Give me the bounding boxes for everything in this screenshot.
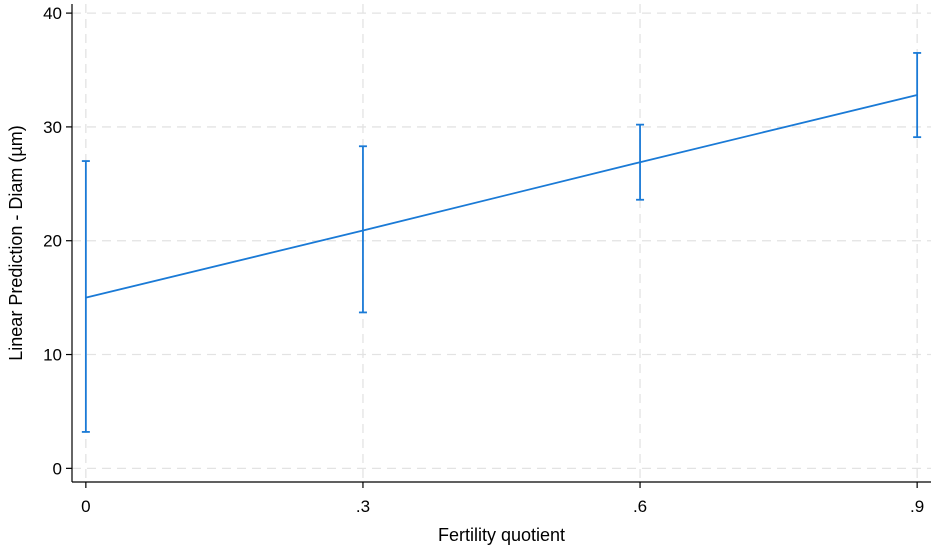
- x-tick-label: .6: [633, 497, 647, 516]
- y-axis-title: Linear Prediction - Diam (µm): [6, 125, 26, 360]
- prediction-line: [85, 94, 918, 299]
- y-tick-label: 40: [43, 4, 62, 23]
- x-tick-label: .9: [910, 497, 924, 516]
- x-tick-label: .3: [356, 497, 370, 516]
- ticks: 0 10 20 30 40 0 .3 .6 .9: [43, 4, 924, 516]
- y-tick-label: 20: [43, 232, 62, 251]
- y-tick-label: 0: [53, 459, 62, 478]
- x-axis-title: Fertility quotient: [438, 525, 565, 545]
- y-tick-label: 10: [43, 346, 62, 365]
- grid-lines: [72, 4, 931, 482]
- x-tick-label: 0: [81, 497, 90, 516]
- series: [81, 52, 922, 433]
- axes: [71, 4, 931, 483]
- y-tick-label: 30: [43, 118, 62, 137]
